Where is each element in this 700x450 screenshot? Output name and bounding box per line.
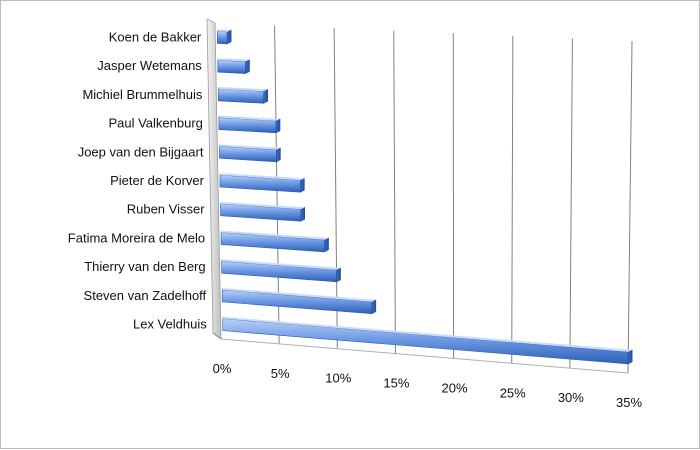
x-tick-label: 35% [616,395,642,410]
bar-end-cap [227,30,231,44]
gridline [512,36,513,363]
x-tick-label: 0% [213,361,232,376]
category-label: Thierry van den Berg [84,259,205,274]
bar-end-cap [264,89,268,103]
category-label: Jasper Wetemans [97,58,202,73]
gridline [570,38,573,368]
bar-end-cap [276,119,280,133]
category-labels: Koen de Bakker Jasper Wetemans Michiel Bru… [68,29,207,331]
category-label: Ruben Visser [127,202,205,217]
bar [218,60,246,73]
category-label: Joep van den Bijgaart [78,144,204,159]
category-label: Koen de Bakker [109,29,202,44]
category-label: Pieter de Korver [110,173,205,188]
category-label: Fatima Moreira de Melo [68,230,205,245]
gridline [628,41,632,373]
x-tick-label: 30% [558,390,584,405]
bar [222,290,372,314]
bar-end-cap [372,300,376,314]
bar-end-cap [246,60,250,74]
bar [223,319,628,364]
x-tick-label: 20% [442,380,468,395]
bar-end-cap [300,178,304,192]
category-label: Lex Veldhuis [133,317,207,332]
category-label: Steven van Zadelhoff [84,288,207,303]
bar-end-cap [276,148,280,162]
bar-end-cap [301,207,305,221]
gridlines [221,26,632,373]
x-tick-label: 10% [325,371,351,386]
bar-end-cap [337,268,341,282]
x-tick-label: 25% [500,385,526,400]
category-label: Michiel Brummelhuis [82,87,202,102]
bar-end-cap [325,238,329,252]
bar [217,31,227,44]
category-label: Paul Valkenburg [108,116,202,131]
gridline [394,31,396,354]
bar-end-cap [628,350,632,364]
x-tick-label: 5% [271,366,290,381]
x-tick-label: 15% [383,376,409,391]
bar [218,89,263,103]
